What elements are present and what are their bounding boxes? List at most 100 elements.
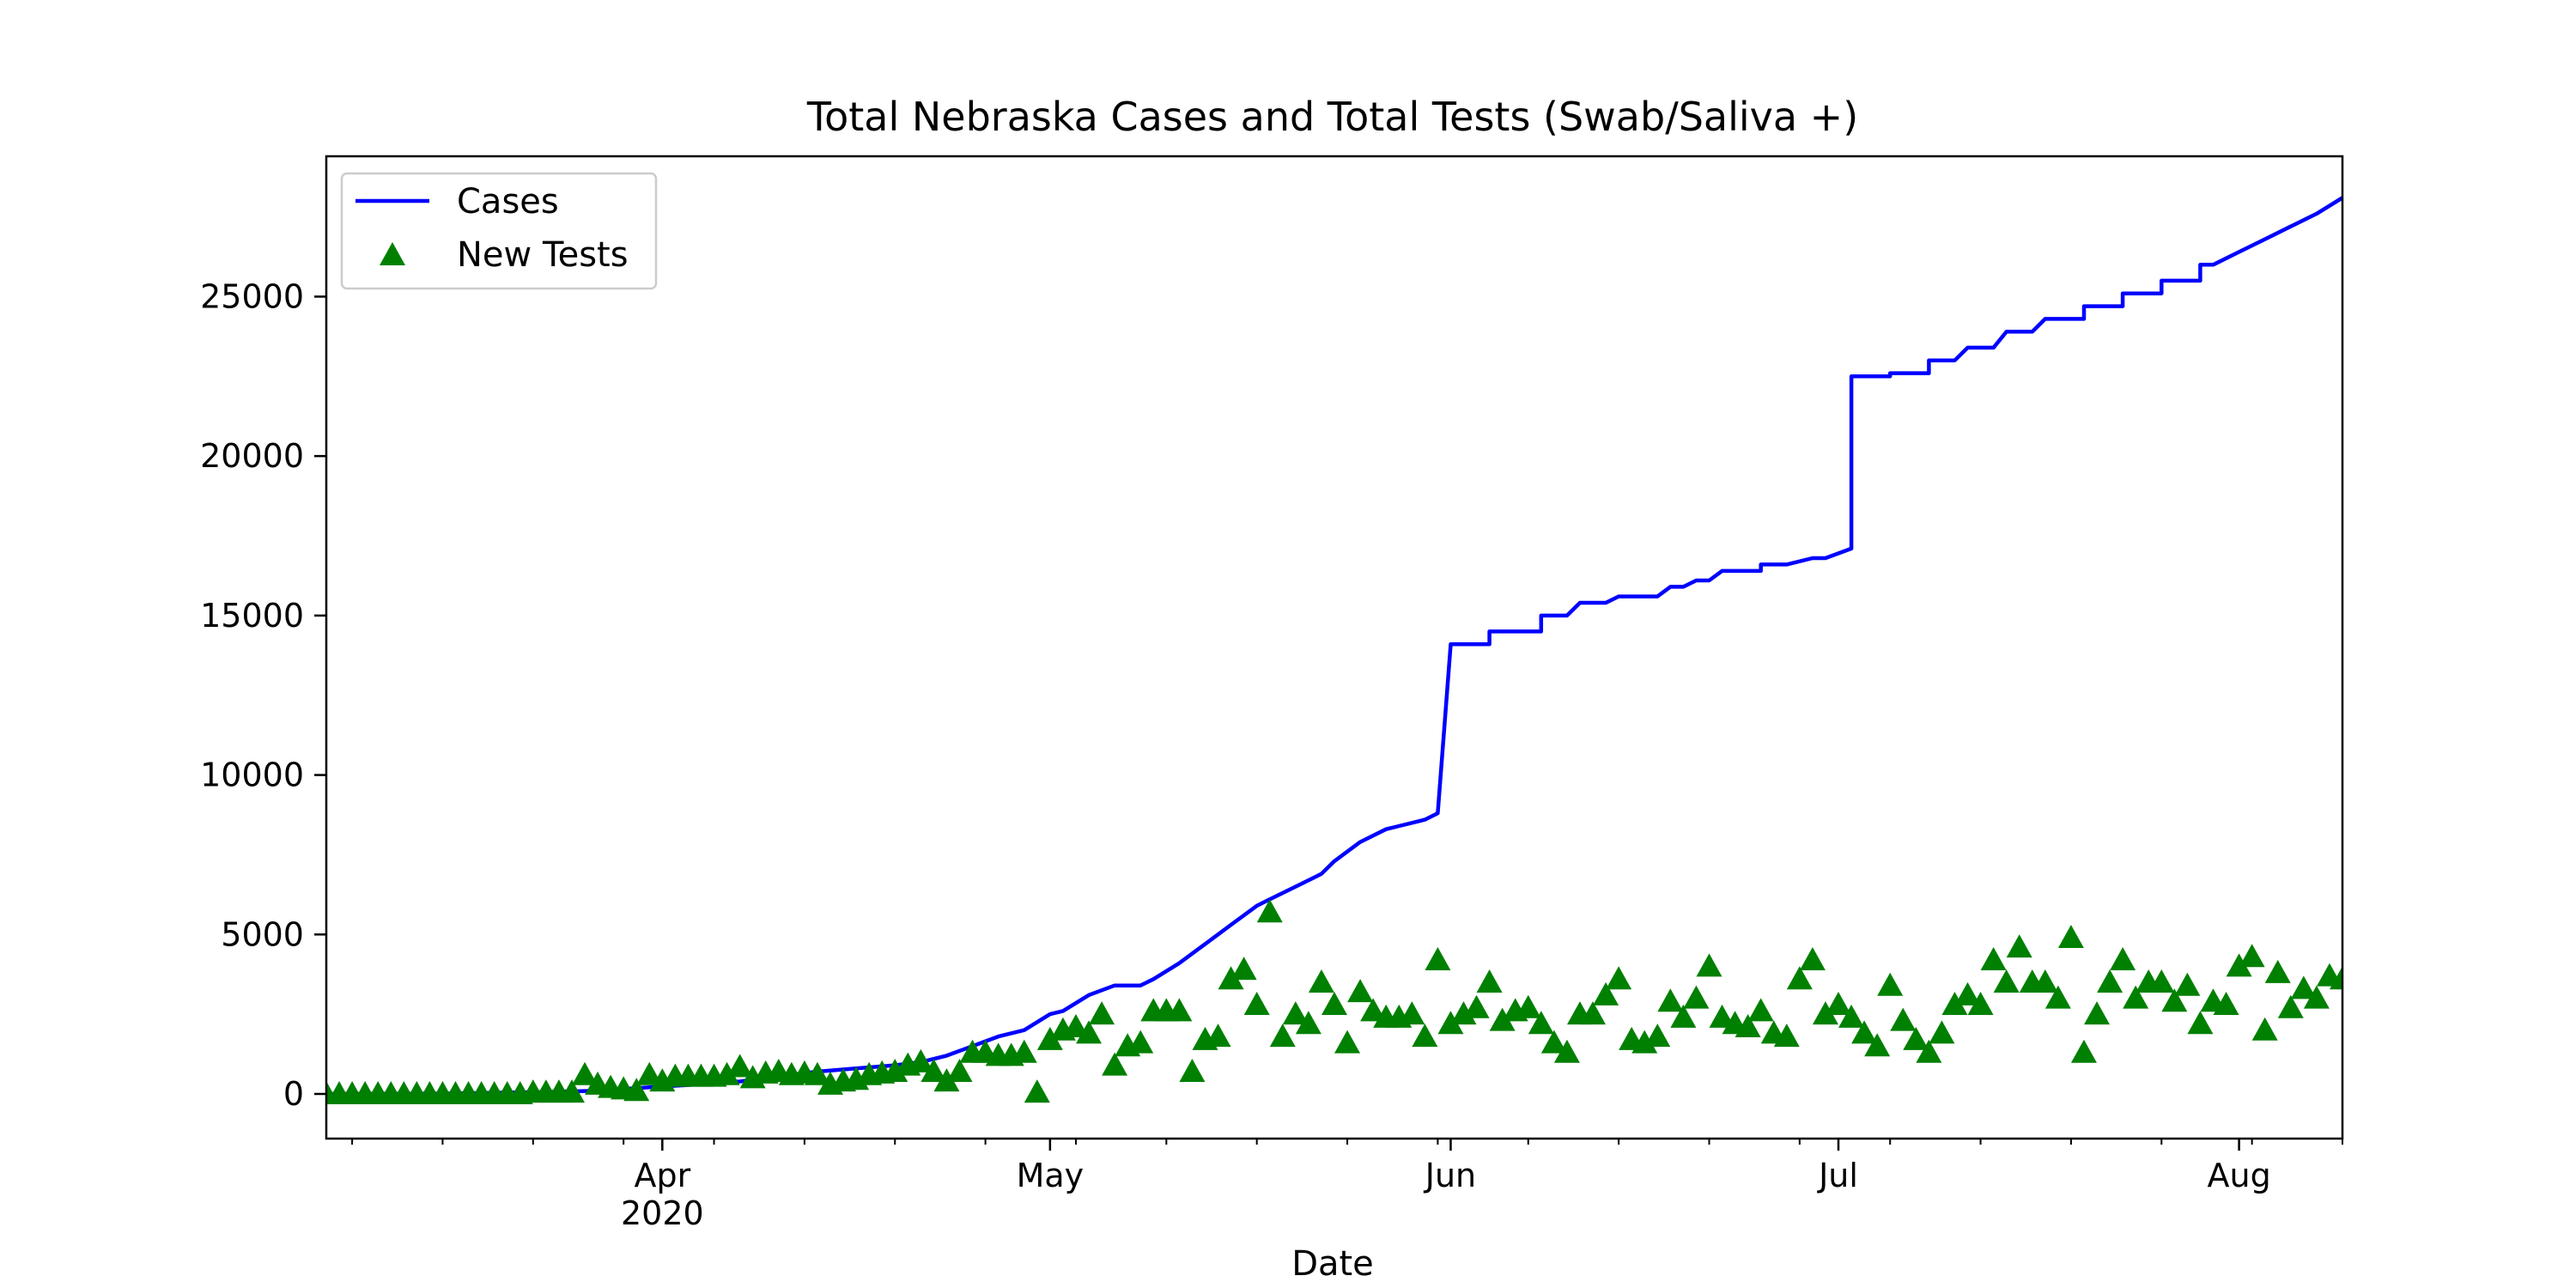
data-point-new-tests — [2251, 1017, 2278, 1041]
data-point-new-tests — [1218, 966, 1244, 990]
data-point-new-tests — [1269, 1024, 1296, 1048]
data-point-new-tests — [1102, 1052, 1128, 1076]
data-point-new-tests — [1230, 957, 1257, 981]
data-point-new-tests — [2290, 975, 2317, 999]
data-point-new-tests — [1347, 979, 1374, 1003]
data-point-new-tests — [1773, 1024, 1800, 1048]
data-point-new-tests — [2044, 985, 2071, 1009]
data-point-new-tests — [1528, 1011, 1554, 1035]
data-point-new-tests — [623, 1078, 650, 1102]
data-point-new-tests — [1282, 1001, 1309, 1025]
data-point-new-tests — [1024, 1079, 1050, 1103]
data-point-new-tests — [2213, 992, 2239, 1015]
data-point-new-tests — [1179, 1059, 1206, 1082]
data-point-new-tests — [1877, 972, 1904, 996]
data-point-new-tests — [2070, 1039, 2097, 1063]
data-point-new-tests — [908, 1048, 934, 1072]
data-point-new-tests — [1540, 1030, 1567, 1054]
data-point-new-tests — [2032, 969, 2058, 993]
data-point-new-tests — [2148, 969, 2175, 993]
y-tick-label: 15000 — [200, 597, 304, 635]
data-point-new-tests — [1890, 1007, 1917, 1031]
data-point-new-tests — [714, 1061, 740, 1085]
data-point-new-tests — [1437, 1011, 1464, 1035]
data-point-new-tests — [1553, 1039, 1580, 1063]
data-point-new-tests — [1709, 1004, 1735, 1028]
data-point-new-tests — [1399, 1001, 1425, 1025]
data-point-new-tests — [1476, 969, 1503, 993]
data-point-new-tests — [1864, 1033, 1891, 1057]
data-point-new-tests — [1360, 998, 1387, 1022]
data-point-new-tests — [2277, 994, 2304, 1018]
data-point-new-tests — [1243, 992, 1270, 1015]
data-point-new-tests — [920, 1059, 947, 1082]
data-point-new-tests — [1076, 1020, 1103, 1044]
data-point-new-tests — [2174, 972, 2201, 996]
data-point-new-tests — [1580, 1001, 1607, 1025]
data-point-new-tests — [1954, 981, 1981, 1005]
data-point-new-tests — [1205, 1024, 1231, 1048]
data-point-new-tests — [1256, 899, 1283, 923]
data-point-new-tests — [558, 1079, 585, 1103]
data-point-new-tests — [946, 1059, 973, 1082]
data-point-new-tests — [1631, 1030, 1658, 1054]
data-point-new-tests — [1606, 966, 1632, 990]
data-point-new-tests — [2264, 959, 2291, 983]
y-tick-label: 20000 — [200, 437, 304, 475]
data-point-new-tests — [1036, 1026, 1063, 1050]
data-point-new-tests — [2123, 985, 2149, 1009]
data-point-new-tests — [1747, 998, 1774, 1022]
y-tick-label: 25000 — [200, 277, 304, 315]
chart-title: Total Nebraska Cases and Total Tests (Sw… — [806, 94, 1858, 140]
legend-label-new-tests: New Tests — [457, 235, 629, 275]
data-point-new-tests — [1515, 994, 1541, 1018]
data-point-new-tests — [2226, 953, 2252, 977]
data-point-new-tests — [1062, 1014, 1089, 1037]
data-point-new-tests — [1425, 947, 1451, 970]
axes-frame — [325, 155, 2344, 1140]
data-point-new-tests — [1799, 947, 1826, 970]
data-point-new-tests — [726, 1054, 753, 1078]
data-point-new-tests — [2239, 944, 2265, 968]
data-point-new-tests — [2110, 947, 2136, 970]
data-point-new-tests — [1670, 1004, 1697, 1028]
data-point-new-tests — [1696, 953, 1722, 977]
data-point-new-tests — [1308, 969, 1334, 993]
data-point-new-tests — [2057, 925, 2084, 948]
data-point-new-tests — [1980, 947, 2007, 970]
data-point-new-tests — [1683, 985, 1710, 1009]
data-point-new-tests — [1127, 1030, 1154, 1054]
data-point-new-tests — [1967, 992, 1994, 1015]
x-tick-sublabel: 2020 — [621, 1194, 704, 1232]
data-point-new-tests — [1089, 1001, 1115, 1025]
data-point-new-tests — [1941, 992, 1968, 1015]
data-point-new-tests — [804, 1061, 830, 1085]
data-point-new-tests — [2330, 966, 2342, 990]
data-point-new-tests — [1838, 1004, 1865, 1028]
data-point-new-tests — [1593, 981, 1619, 1005]
data-point-new-tests — [1450, 1001, 1477, 1025]
data-point-new-tests — [1929, 1020, 1955, 1044]
legend: Cases New Tests — [340, 172, 658, 290]
legend-label-cases: Cases — [457, 182, 559, 222]
data-point-new-tests — [2187, 1011, 2214, 1035]
data-point-new-tests — [1321, 992, 1347, 1015]
data-point-new-tests — [572, 1061, 598, 1085]
data-point-new-tests — [2161, 988, 2188, 1012]
x-tick-label: Aug — [2207, 1157, 2270, 1194]
y-tick-label: 0 — [283, 1075, 304, 1113]
data-point-new-tests — [2097, 969, 2123, 993]
data-point-new-tests — [1334, 1030, 1361, 1054]
data-point-new-tests — [2006, 934, 2032, 958]
data-point-new-tests — [1463, 994, 1490, 1018]
data-point-new-tests — [1826, 992, 1851, 1015]
data-point-new-tests — [2303, 985, 2330, 1009]
data-point-new-tests — [1489, 1007, 1516, 1031]
data-point-new-tests — [1786, 966, 1813, 990]
data-point-new-tests — [636, 1061, 663, 1085]
x-tick-label: Jun — [1424, 1157, 1476, 1194]
data-point-new-tests — [1412, 1024, 1438, 1048]
data-point-new-tests — [1644, 1024, 1671, 1048]
